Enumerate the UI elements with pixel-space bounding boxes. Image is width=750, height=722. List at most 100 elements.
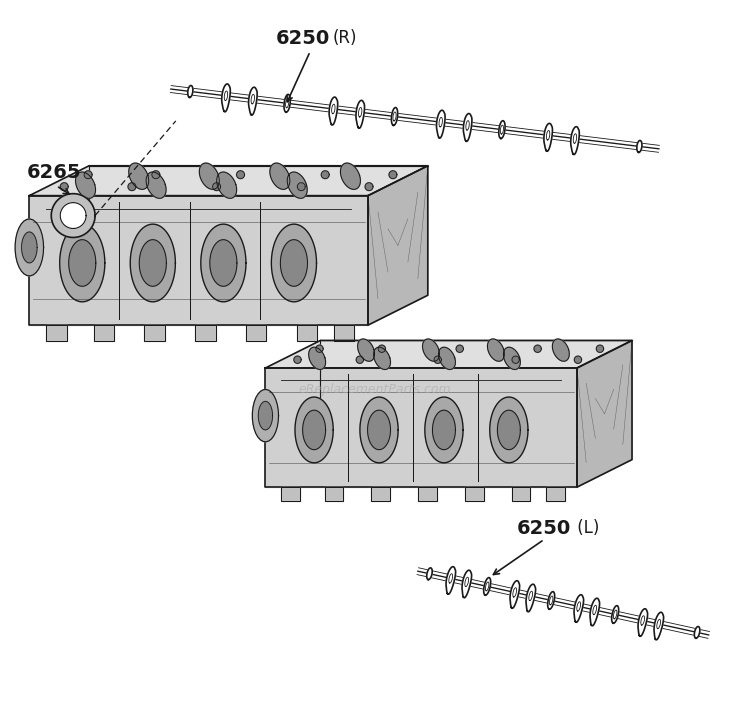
Polygon shape	[200, 163, 219, 189]
Text: eReplacementParts.com: eReplacementParts.com	[298, 383, 452, 396]
Polygon shape	[325, 487, 344, 501]
Polygon shape	[433, 410, 455, 450]
Polygon shape	[499, 121, 505, 139]
Polygon shape	[201, 224, 246, 302]
Polygon shape	[60, 203, 86, 228]
Polygon shape	[488, 339, 504, 361]
Polygon shape	[281, 487, 300, 501]
Polygon shape	[358, 339, 374, 361]
Polygon shape	[462, 570, 472, 598]
Polygon shape	[130, 224, 176, 302]
Polygon shape	[316, 345, 323, 352]
Polygon shape	[195, 325, 215, 341]
Polygon shape	[638, 609, 647, 636]
Polygon shape	[439, 347, 455, 370]
Polygon shape	[321, 170, 329, 178]
Polygon shape	[272, 224, 316, 302]
Polygon shape	[84, 170, 92, 178]
Text: 6265: 6265	[26, 162, 81, 182]
Polygon shape	[334, 325, 355, 341]
Polygon shape	[427, 568, 432, 580]
Text: (R): (R)	[332, 30, 357, 47]
Polygon shape	[152, 170, 160, 178]
Polygon shape	[60, 183, 68, 191]
Polygon shape	[303, 410, 326, 450]
Polygon shape	[497, 410, 520, 450]
Polygon shape	[140, 240, 166, 287]
Polygon shape	[484, 578, 490, 595]
Polygon shape	[365, 183, 373, 191]
Polygon shape	[534, 345, 542, 352]
Polygon shape	[526, 584, 536, 612]
Polygon shape	[222, 84, 230, 112]
Polygon shape	[69, 240, 96, 287]
Polygon shape	[389, 170, 397, 178]
Polygon shape	[392, 108, 398, 126]
Polygon shape	[654, 612, 664, 640]
Polygon shape	[464, 113, 472, 142]
Polygon shape	[248, 87, 257, 115]
Polygon shape	[553, 339, 569, 361]
Polygon shape	[368, 166, 428, 325]
Polygon shape	[246, 325, 266, 341]
Polygon shape	[146, 172, 166, 199]
Polygon shape	[295, 397, 333, 463]
Polygon shape	[356, 356, 364, 363]
Text: 6250: 6250	[517, 519, 572, 539]
Polygon shape	[280, 240, 308, 287]
Polygon shape	[329, 97, 338, 125]
Polygon shape	[424, 397, 463, 463]
Polygon shape	[188, 85, 193, 97]
Polygon shape	[465, 487, 484, 501]
Polygon shape	[577, 341, 632, 487]
Polygon shape	[456, 345, 464, 352]
Polygon shape	[266, 368, 577, 487]
Polygon shape	[46, 325, 67, 341]
Polygon shape	[546, 487, 565, 501]
Polygon shape	[266, 341, 632, 368]
Polygon shape	[434, 356, 442, 363]
Polygon shape	[284, 95, 290, 112]
Polygon shape	[512, 356, 519, 363]
Polygon shape	[374, 347, 391, 370]
Polygon shape	[544, 123, 553, 152]
Polygon shape	[590, 599, 599, 626]
Polygon shape	[297, 183, 305, 191]
Polygon shape	[145, 325, 165, 341]
Polygon shape	[371, 487, 390, 501]
Polygon shape	[503, 347, 520, 370]
Polygon shape	[258, 401, 272, 430]
Polygon shape	[236, 170, 244, 178]
Polygon shape	[418, 487, 436, 501]
Polygon shape	[612, 606, 619, 623]
Polygon shape	[29, 196, 368, 325]
Text: (L): (L)	[572, 519, 599, 537]
Polygon shape	[368, 410, 391, 450]
Polygon shape	[253, 389, 278, 442]
Polygon shape	[356, 100, 364, 129]
Polygon shape	[60, 224, 105, 302]
Polygon shape	[210, 240, 237, 287]
Polygon shape	[22, 232, 37, 263]
Polygon shape	[51, 193, 95, 238]
Polygon shape	[574, 595, 584, 622]
Polygon shape	[76, 172, 95, 199]
Polygon shape	[510, 580, 520, 609]
Polygon shape	[574, 356, 581, 363]
Polygon shape	[297, 325, 317, 341]
Polygon shape	[637, 141, 642, 152]
Polygon shape	[490, 397, 528, 463]
Polygon shape	[436, 110, 445, 138]
Polygon shape	[694, 627, 700, 638]
Polygon shape	[213, 183, 220, 191]
Polygon shape	[94, 325, 114, 341]
Polygon shape	[340, 163, 361, 189]
Polygon shape	[596, 345, 604, 352]
Polygon shape	[129, 163, 149, 189]
Polygon shape	[378, 345, 386, 352]
Polygon shape	[571, 126, 579, 155]
Polygon shape	[446, 567, 455, 594]
Polygon shape	[29, 166, 427, 196]
Polygon shape	[548, 591, 555, 609]
Polygon shape	[422, 339, 439, 361]
